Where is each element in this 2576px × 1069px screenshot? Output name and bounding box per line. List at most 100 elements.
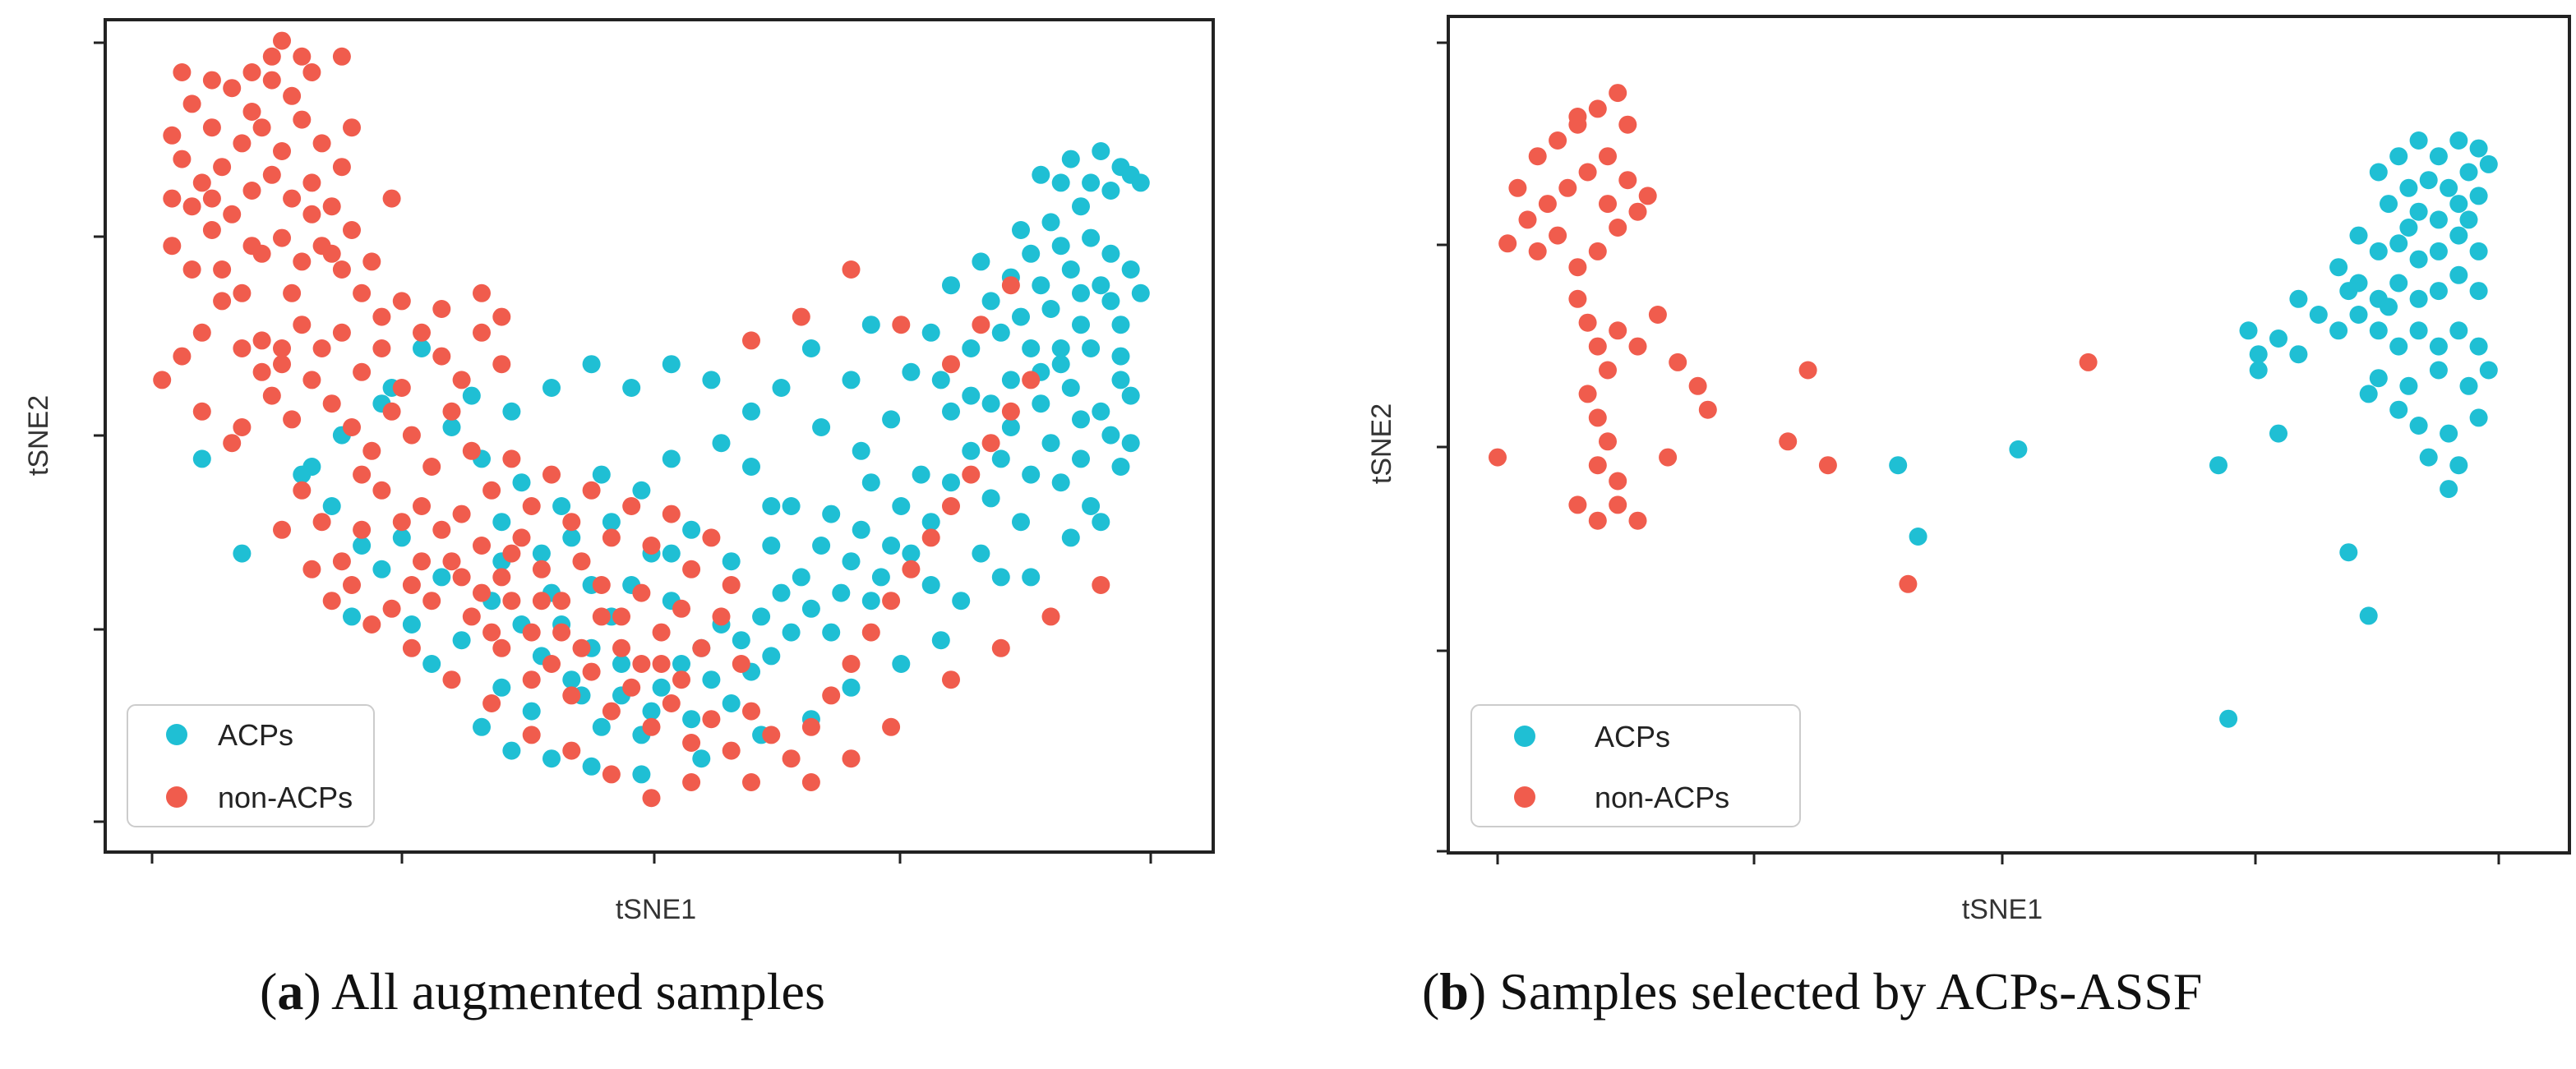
panel-a-point-non-acps-58 [482,481,501,500]
panel-b-point-acps-63 [2209,456,2227,475]
panel-b-legend-box [1470,704,1801,827]
panel-a-point-acps-108 [931,631,950,650]
panel-a-point-non-acps-32 [353,283,372,302]
panel-a-point-non-acps-181 [572,638,591,657]
panel-b-point-non-acps-38 [1489,448,1507,467]
panel-b-point-acps-44 [2289,345,2308,364]
panel-a-point-acps-165 [801,339,820,357]
panel-b-point-non-acps-39 [1659,448,1678,467]
panel-b-point-acps-5 [2469,139,2488,158]
panel-a-point-non-acps-22 [302,173,321,192]
panel-a-point-non-acps-18 [223,205,242,223]
panel-a-point-non-acps-149 [892,316,911,334]
panel-a-point-non-acps-26 [233,283,252,302]
panel-a-point-non-acps-125 [482,694,501,712]
panel-a-point-acps-57 [912,465,930,484]
panel-b-point-non-acps-48 [1568,108,1587,126]
panel-a-point-acps-37 [962,386,981,405]
panel-a-point-non-acps-193 [343,576,361,594]
panel-a-point-non-acps-198 [482,623,501,642]
panel-b-point-acps-20 [2429,242,2448,260]
panel-a-point-acps-77 [762,647,781,666]
panel-a-point-acps-176 [1051,339,1070,357]
panel-b-point-acps-4 [2449,131,2468,150]
panel-a-point-non-acps-56 [442,402,461,421]
panel-a-point-non-acps-112 [492,568,511,587]
panel-a-point-non-acps-34 [252,331,271,350]
panel-a-point-acps-18 [1061,260,1080,279]
panel-b-scatter-plot: tSNE1 tSNE2 ACPs non-ACPs [1366,15,2571,925]
panel-b-point-acps-32 [2309,306,2328,324]
panel-a-point-non-acps-92 [682,734,701,752]
panel-a-point-non-acps-89 [622,678,641,697]
panel-a-point-non-acps-177 [302,205,321,223]
panel-a-point-non-acps-117 [353,520,372,539]
panel-a-point-non-acps-110 [452,505,471,523]
panel-a-legend-label-non-acps: non-ACPs [218,781,353,814]
panel-a-point-non-acps-157 [233,418,252,436]
panel-a-point-acps-175 [1111,316,1130,334]
panel-b-point-non-acps-26 [1599,432,1617,451]
panel-a-point-acps-21 [972,252,990,271]
panel-b-point-acps-59 [2269,424,2287,443]
panel-a-point-acps-64 [902,544,921,563]
panel-a-point-acps-4 [1051,173,1070,192]
panel-a-point-acps-46 [1051,473,1070,492]
panel-b-point-non-acps-0 [1508,178,1527,197]
panel-a-point-non-acps-100 [842,655,861,673]
panel-a-point-non-acps-201 [413,497,431,515]
panel-a-point-acps-43 [1041,434,1060,453]
panel-a-point-acps-9 [1072,197,1090,216]
panel-a-point-non-acps-69 [702,528,721,547]
panel-a-point-non-acps-130 [682,773,701,791]
panel-b-point-acps-42 [2249,345,2268,364]
panel-a-point-non-acps-197 [473,583,491,602]
panel-a-point-non-acps-81 [712,607,731,626]
panel-a-point-acps-112 [921,576,940,594]
panel-a-point-acps-161 [812,418,831,436]
panel-a-point-acps-8 [1131,173,1150,192]
panel-a-point-non-acps-46 [492,355,511,374]
panel-a-point-acps-148 [552,497,571,515]
panel-a-point-acps-52 [1012,513,1030,532]
panel-b-point-acps-15 [2469,187,2488,205]
panel-b-point-non-acps-19 [1628,202,1647,221]
caption-a-text: All augmented samples [331,962,825,1021]
panel-a-point-acps-121 [452,631,471,650]
panel-a-point-acps-182 [762,497,781,515]
panel-b-point-non-acps-44 [2079,352,2098,371]
panel-a-point-acps-143 [742,458,760,476]
panel-a-point-non-acps-31 [332,260,351,279]
panel-a-point-acps-11 [1012,221,1030,239]
panel-a-point-non-acps-123 [402,638,421,657]
panel-a-point-non-acps-196 [442,552,461,571]
panel-a-point-non-acps-195 [302,560,321,578]
panel-a-point-acps-154 [542,379,561,397]
panel-a-point-acps-100 [542,749,561,768]
panel-a-point-non-acps-168 [163,189,182,208]
panel-b-point-non-acps-36 [1609,495,1627,514]
panel-a-point-acps-3 [1032,165,1050,184]
panel-a-point-non-acps-75 [592,576,611,594]
panel-a-point-acps-86 [642,702,661,721]
panel-a-point-non-acps-38 [332,323,351,342]
panel-a-point-non-acps-158 [192,402,211,421]
panel-a-point-non-acps-179 [532,592,551,611]
panel-b-point-non-acps-29 [1648,306,1667,324]
panel-b-point-non-acps-6 [1518,210,1537,229]
panel-a-point-acps-113 [1022,568,1041,587]
panel-a-point-non-acps-54 [402,426,421,445]
panel-b-point-non-acps-46 [1618,115,1637,134]
panel-b-point-non-acps-41 [1818,456,1837,475]
panel-a-point-non-acps-19 [242,182,261,200]
panel-a-point-non-acps-156 [492,307,511,326]
panel-a-point-acps-15 [1101,244,1120,263]
panel-a-point-non-acps-122 [362,615,381,634]
panel-a-point-non-acps-44 [452,371,471,389]
panel-a-point-non-acps-151 [972,316,990,334]
panel-a-point-non-acps-78 [652,623,671,642]
panel-b-point-non-acps-8 [1558,178,1577,197]
panel-a-point-non-acps-182 [592,607,611,626]
panel-b-point-acps-60 [2009,440,2028,458]
panel-a-point-non-acps-1 [182,94,201,113]
